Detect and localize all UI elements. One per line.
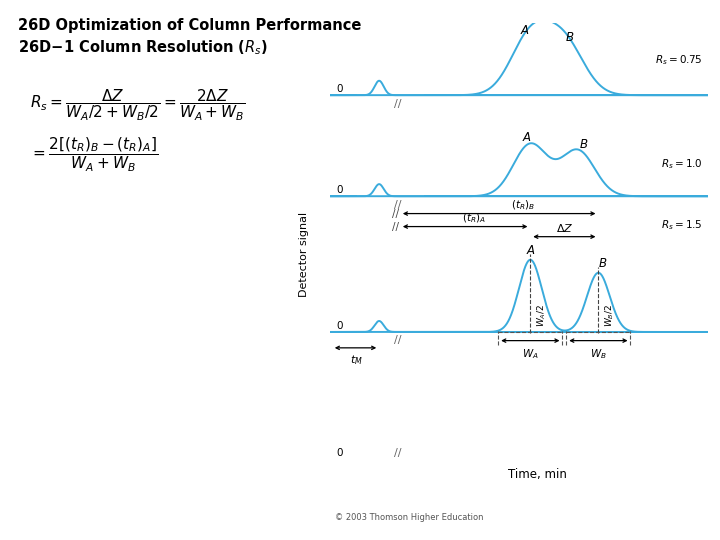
Text: 0: 0 [336, 448, 343, 458]
Text: B: B [566, 31, 574, 44]
Text: //: // [392, 208, 398, 219]
Text: B: B [599, 257, 607, 270]
Text: © 2003 Thomson Higher Education: © 2003 Thomson Higher Education [335, 513, 484, 522]
Text: $= \dfrac{2[(t_R)_B - (t_R)_A]}{W_A + W_B}$: $= \dfrac{2[(t_R)_B - (t_R)_A]}{W_A + W_… [30, 136, 158, 174]
Text: $W_B/2$: $W_B/2$ [603, 304, 616, 327]
Text: $(t_R)_A$: $(t_R)_A$ [462, 211, 486, 225]
Text: $(t_R)_B$: $(t_R)_B$ [510, 198, 535, 212]
Text: A: A [521, 24, 528, 37]
Text: $\mathit{t}_M$: $\mathit{t}_M$ [350, 353, 363, 367]
Text: $R_s = 1.0$: $R_s = 1.0$ [660, 158, 702, 171]
Text: $R_s = \dfrac{\Delta Z}{W_A/2 + W_B/2} = \dfrac{2\Delta Z}{W_A + W_B}$: $R_s = \dfrac{\Delta Z}{W_A/2 + W_B/2} =… [30, 87, 246, 123]
Text: //: // [395, 99, 402, 109]
Text: $R_s = 0.75$: $R_s = 0.75$ [654, 53, 702, 68]
Text: $W_A/2$: $W_A/2$ [535, 304, 548, 327]
Text: Detector signal: Detector signal [299, 212, 309, 296]
Text: A: A [526, 244, 534, 257]
Text: $\mathbf{26D\!-\!1\ Column\ Resolution\ (}$$\mathit{R_s}$$\mathbf{)}$: $\mathbf{26D\!-\!1\ Column\ Resolution\ … [18, 38, 268, 57]
Text: //: // [392, 221, 398, 232]
Text: Time, min: Time, min [508, 468, 567, 481]
Text: //: // [395, 448, 402, 458]
Text: //: // [395, 200, 402, 210]
Text: $\Delta Z$: $\Delta Z$ [556, 222, 573, 234]
Text: $R_s = 1.5$: $R_s = 1.5$ [661, 218, 702, 232]
Text: A: A [523, 131, 531, 144]
Text: 0: 0 [336, 185, 343, 195]
Text: 0: 0 [336, 84, 343, 94]
Text: //: // [395, 335, 402, 346]
Text: $W_A$: $W_A$ [522, 347, 539, 361]
Text: B: B [580, 138, 588, 151]
Text: 0: 0 [336, 321, 343, 330]
Text: $W_B$: $W_B$ [590, 347, 607, 361]
Text: 26D Optimization of Column Performance: 26D Optimization of Column Performance [18, 18, 361, 33]
